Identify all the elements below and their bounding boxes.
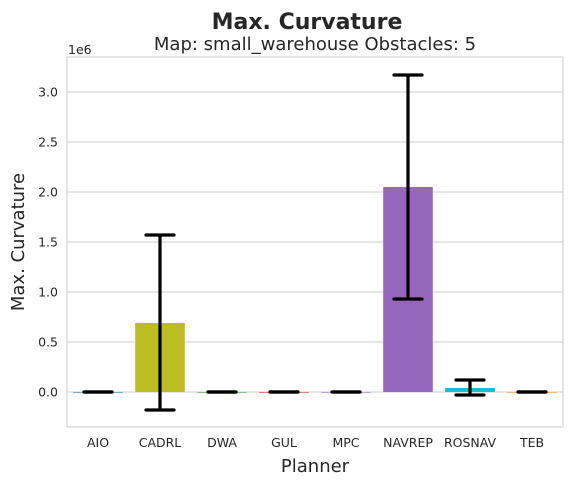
y-axis-label: Max. Curvature	[8, 173, 29, 311]
x-tick-label: DWA	[207, 435, 237, 450]
x-tick-labels: AIO CADRL DWA GUL MPC NAVREP ROSNAV TEB	[87, 435, 544, 450]
x-tick-label: CADRL	[139, 435, 182, 450]
x-tick-label: TEB	[519, 435, 544, 450]
x-tick-label: GUL	[271, 435, 297, 450]
y-tick-label: 2.0	[38, 185, 58, 200]
y-tick-labels: 0.0 0.5 1.0 1.5 2.0 2.5 3.0	[38, 85, 58, 400]
y-tick-label: 1.5	[38, 235, 58, 250]
x-tick-label: ROSNAV	[444, 435, 497, 450]
chart-subtitle: Map: small_warehouse Obstacles: 5	[154, 34, 476, 55]
y-tick-label: 2.5	[38, 135, 58, 150]
y-tick-label: 0.5	[38, 335, 58, 350]
x-tick-label: AIO	[87, 435, 109, 450]
y-tick-label: 0.0	[38, 385, 58, 400]
y-tick-label: 3.0	[38, 85, 58, 100]
x-tick-label: NAVREP	[383, 435, 433, 450]
y-offset-label: 1e6	[68, 42, 92, 57]
x-tick-label: MPC	[332, 435, 359, 450]
y-tick-label: 1.0	[38, 285, 58, 300]
bars	[73, 187, 557, 393]
x-axis-label: Planner	[281, 456, 350, 477]
chart-title: Max. Curvature	[212, 10, 403, 35]
error-bar-rosnav	[456, 380, 484, 395]
